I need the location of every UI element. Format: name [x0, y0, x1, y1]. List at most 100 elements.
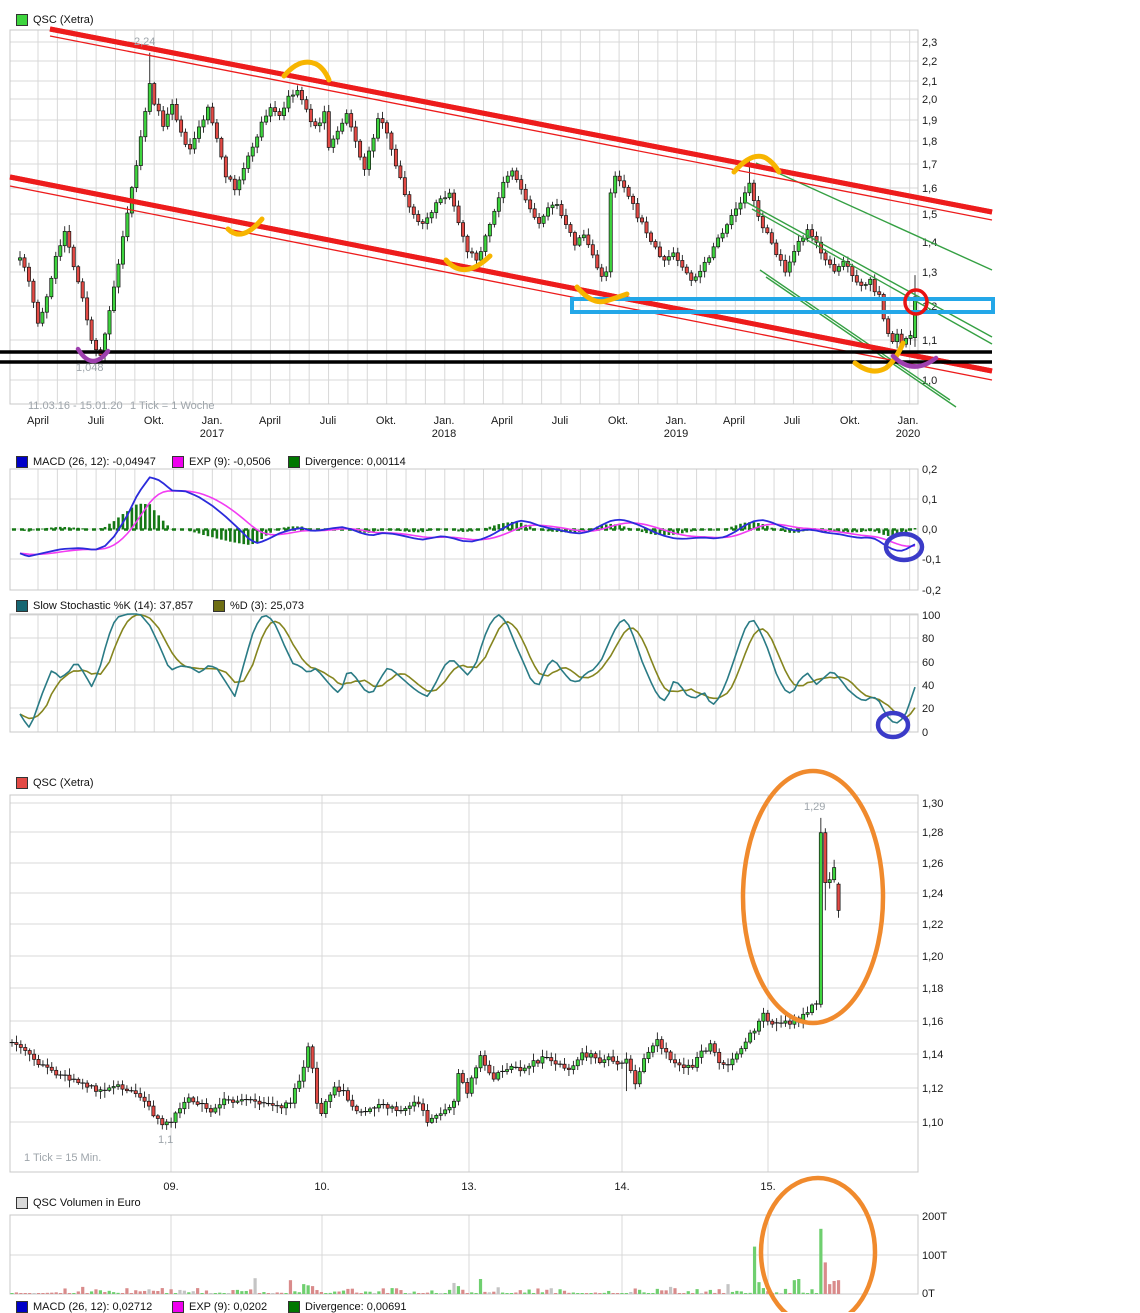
candle — [345, 114, 348, 124]
svg-text:2,0: 2,0 — [922, 94, 937, 106]
candle — [148, 84, 151, 112]
svg-text:40: 40 — [922, 680, 934, 692]
candle — [828, 880, 831, 883]
svg-text:100T: 100T — [922, 1250, 947, 1262]
candle — [488, 224, 491, 236]
candle — [573, 233, 576, 246]
candle — [665, 1048, 668, 1052]
candle — [363, 157, 366, 169]
candle — [161, 1118, 164, 1124]
candle — [174, 1113, 177, 1122]
candle — [448, 193, 451, 198]
svg-text:April: April — [259, 415, 281, 427]
candle — [403, 178, 406, 195]
candle — [33, 1054, 36, 1059]
candle — [649, 233, 652, 242]
candle — [819, 833, 822, 1005]
candle — [766, 228, 769, 233]
candle — [68, 231, 71, 247]
candle — [23, 258, 26, 267]
candle — [676, 253, 679, 261]
orange-ellipse-annotation — [761, 1178, 875, 1312]
stochastic-d-label: %D (3): 25,073 — [230, 600, 304, 612]
svg-text:Jan.: Jan. — [434, 415, 455, 427]
candle — [735, 1054, 738, 1059]
candle — [417, 214, 420, 221]
candle — [529, 200, 532, 209]
candle — [318, 123, 321, 126]
candle — [193, 138, 196, 149]
candle — [567, 1068, 570, 1069]
candle — [806, 1013, 809, 1015]
svg-text:1,20: 1,20 — [922, 951, 943, 963]
candle — [376, 119, 379, 139]
svg-text:2020: 2020 — [896, 428, 920, 440]
candle — [734, 209, 737, 215]
candle — [426, 218, 429, 224]
candle — [713, 1044, 716, 1053]
intraday-macd-swatch-icon — [16, 1301, 28, 1313]
svg-text:13.: 13. — [461, 1181, 476, 1193]
candle — [775, 243, 778, 255]
weekly-series-label: QSC (Xetra) — [33, 14, 94, 26]
candle — [457, 206, 460, 223]
svg-text:1,5: 1,5 — [922, 209, 937, 221]
candle — [435, 1115, 438, 1118]
candle — [50, 278, 53, 296]
svg-text:Jan.: Jan. — [202, 415, 223, 427]
candle — [90, 320, 93, 340]
weekly-low-price-label: 1,048 — [76, 362, 104, 374]
candle — [461, 1073, 464, 1082]
candle — [685, 267, 688, 273]
candle — [171, 104, 174, 114]
candle — [470, 1078, 473, 1093]
candle — [116, 1085, 119, 1087]
candle — [125, 1089, 128, 1091]
candle — [439, 199, 442, 203]
svg-text:14.: 14. — [614, 1181, 629, 1193]
candle — [421, 1104, 424, 1111]
candle — [192, 1098, 195, 1102]
svg-text:15.: 15. — [760, 1181, 775, 1193]
weekly-annotations — [0, 29, 993, 1312]
svg-text:2,1: 2,1 — [922, 76, 937, 88]
candle — [614, 176, 617, 193]
candle — [757, 1021, 760, 1031]
volume-swatch-icon — [16, 1197, 28, 1209]
candle — [291, 95, 294, 96]
candle — [761, 216, 764, 227]
candle — [913, 297, 916, 338]
candle — [282, 108, 285, 116]
candle — [426, 1110, 429, 1122]
macd-swatch-icon — [16, 456, 28, 468]
candle — [739, 203, 742, 209]
candle — [605, 272, 608, 277]
candle — [452, 193, 455, 206]
candle — [408, 195, 411, 207]
candle — [273, 108, 276, 112]
candle — [320, 1103, 323, 1113]
macd-blue-circle-annotation — [886, 534, 922, 560]
svg-text:1,18: 1,18 — [922, 983, 943, 995]
candle — [211, 107, 214, 123]
candle — [524, 189, 527, 200]
candle — [412, 207, 415, 214]
candle — [355, 1106, 358, 1111]
candle — [36, 302, 39, 323]
candle — [788, 1021, 791, 1024]
candle — [404, 1108, 407, 1110]
candle — [594, 1054, 597, 1058]
candle — [94, 1086, 97, 1092]
svg-text:-0,2: -0,2 — [922, 585, 941, 597]
candle — [645, 222, 648, 233]
candle — [851, 266, 854, 275]
candle — [612, 1057, 615, 1061]
candle — [258, 1101, 261, 1104]
candle — [572, 1066, 575, 1070]
candle — [19, 1045, 22, 1048]
svg-text:1,3: 1,3 — [922, 267, 937, 279]
candle — [833, 264, 836, 271]
candle — [762, 1013, 765, 1021]
candle — [284, 1103, 287, 1108]
